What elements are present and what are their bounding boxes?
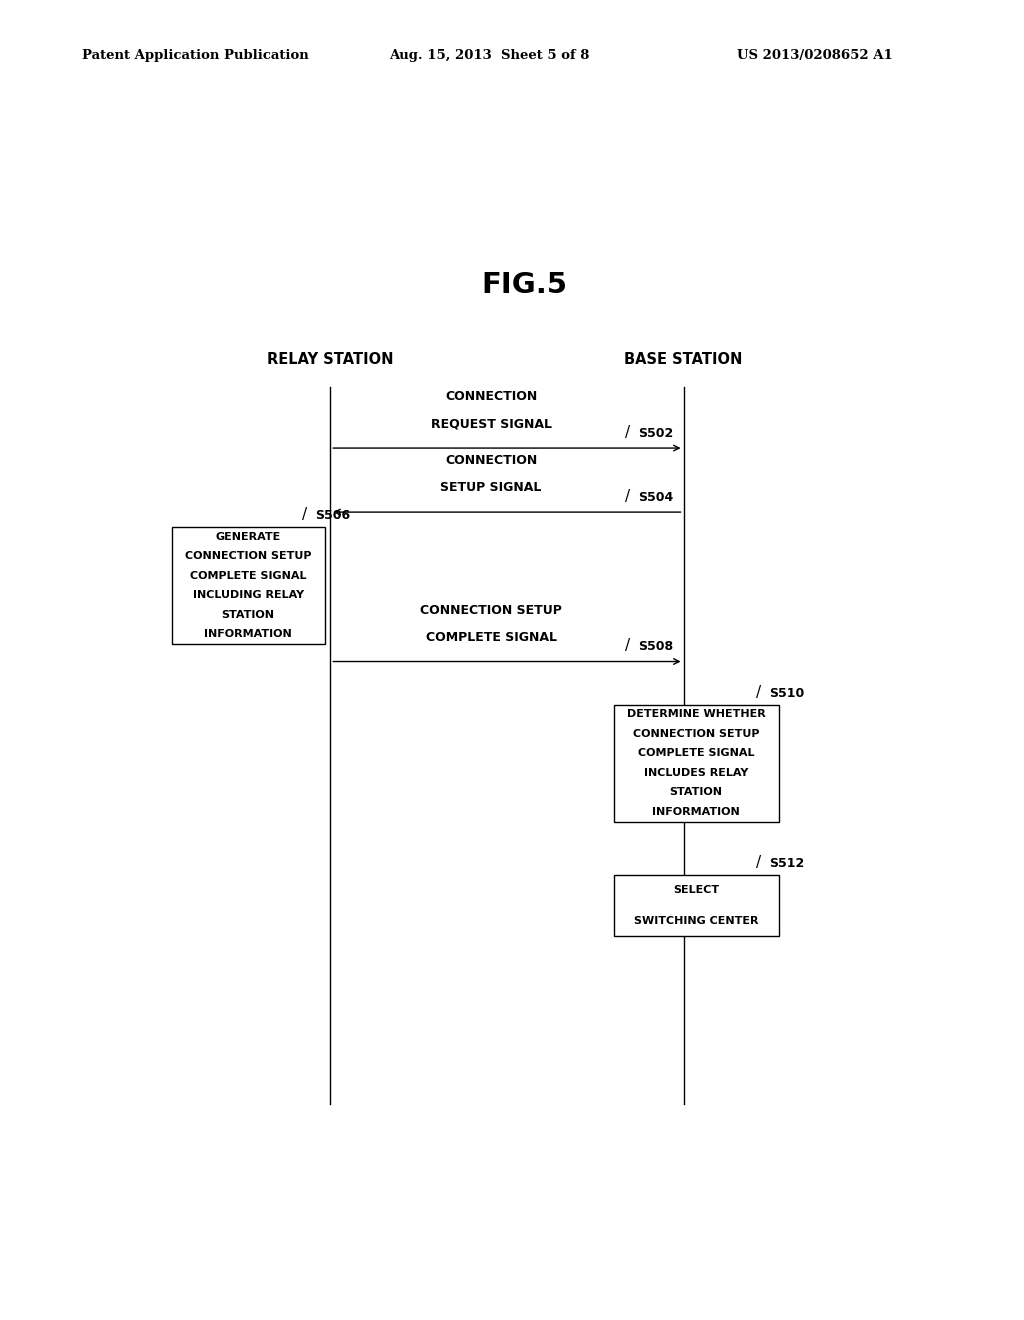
Text: S512: S512 — [769, 857, 805, 870]
Text: BASE STATION: BASE STATION — [625, 351, 742, 367]
Text: SETUP SIGNAL: SETUP SIGNAL — [440, 482, 542, 494]
Text: COMPLETE SIGNAL: COMPLETE SIGNAL — [426, 631, 557, 644]
Text: $\mathsf{/}$: $\mathsf{/}$ — [624, 636, 631, 653]
Text: S504: S504 — [638, 491, 674, 504]
Text: FIG.5: FIG.5 — [482, 272, 567, 300]
Text: $\mathsf{/}$: $\mathsf{/}$ — [755, 853, 762, 870]
Text: CONNECTION SETUP: CONNECTION SETUP — [185, 550, 311, 561]
Text: REQUEST SIGNAL: REQUEST SIGNAL — [430, 417, 552, 430]
Text: Patent Application Publication: Patent Application Publication — [82, 49, 308, 62]
Text: S508: S508 — [638, 640, 674, 653]
Text: $\mathsf{/}$: $\mathsf{/}$ — [624, 422, 631, 440]
Text: S510: S510 — [769, 686, 805, 700]
Text: COMPLETE SIGNAL: COMPLETE SIGNAL — [638, 748, 755, 759]
Text: GENERATE: GENERATE — [216, 532, 281, 541]
Text: CONNECTION SETUP: CONNECTION SETUP — [420, 603, 562, 616]
Text: INFORMATION: INFORMATION — [652, 807, 740, 817]
Text: INCLUDES RELAY: INCLUDES RELAY — [644, 768, 749, 777]
Text: STATION: STATION — [222, 610, 274, 619]
Bar — [613, 705, 778, 821]
Text: US 2013/0208652 A1: US 2013/0208652 A1 — [737, 49, 893, 62]
Text: Aug. 15, 2013  Sheet 5 of 8: Aug. 15, 2013 Sheet 5 of 8 — [389, 49, 590, 62]
Text: RELAY STATION: RELAY STATION — [267, 351, 393, 367]
Text: $\mathsf{/}$: $\mathsf{/}$ — [755, 682, 762, 700]
Text: COMPLETE SIGNAL: COMPLETE SIGNAL — [190, 570, 306, 581]
Text: S502: S502 — [638, 426, 674, 440]
Text: SELECT: SELECT — [673, 886, 719, 895]
Text: STATION: STATION — [670, 787, 723, 797]
Text: SWITCHING CENTER: SWITCHING CENTER — [634, 916, 759, 925]
Text: INCLUDING RELAY: INCLUDING RELAY — [193, 590, 304, 601]
Text: INFORMATION: INFORMATION — [205, 630, 292, 639]
Text: CONNECTION: CONNECTION — [445, 454, 538, 467]
Text: $\mathsf{/}$: $\mathsf{/}$ — [624, 487, 631, 504]
Text: S506: S506 — [315, 508, 350, 521]
Bar — [172, 527, 325, 644]
Text: CONNECTION: CONNECTION — [445, 391, 538, 404]
Text: CONNECTION SETUP: CONNECTION SETUP — [633, 729, 760, 739]
Bar — [613, 875, 778, 936]
Text: DETERMINE WHETHER: DETERMINE WHETHER — [627, 709, 766, 719]
Text: $\mathsf{/}$: $\mathsf{/}$ — [301, 504, 308, 521]
